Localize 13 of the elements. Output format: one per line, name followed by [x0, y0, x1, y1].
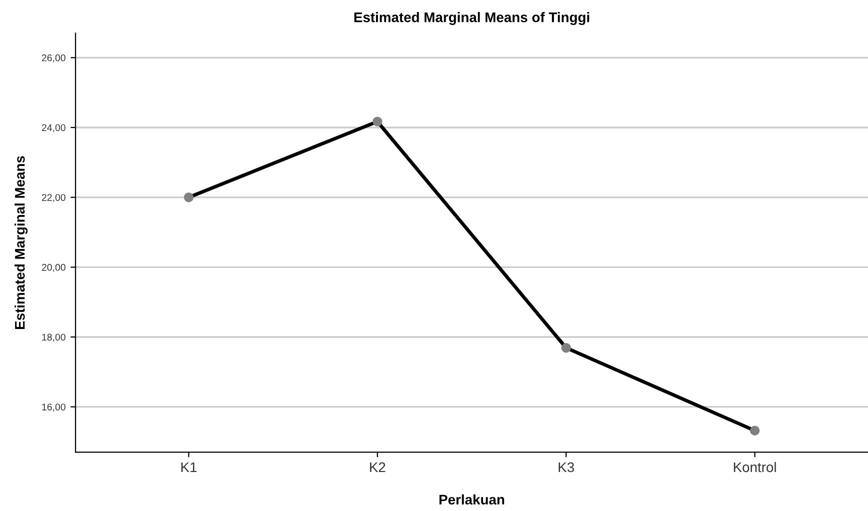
y-tick-label: 26,00	[42, 54, 66, 62]
x-tick-label: K1	[181, 462, 197, 472]
x-tick-label: K3	[558, 462, 574, 472]
x-tick-label: Kontrol	[734, 462, 776, 472]
y-tick-label: 18,00	[42, 334, 66, 342]
y-tick-label: 22,00	[42, 194, 66, 202]
y-tick-label: 24,00	[42, 124, 66, 132]
x-tick-label: K2	[370, 462, 386, 472]
x-axis-title: Perlakuan	[439, 494, 504, 505]
y-tick-label: 20,00	[42, 264, 66, 272]
chart-title: Estimated Marginal Means of Tinggi	[354, 12, 590, 26]
y-axis-title: Estimated Marginal Means	[14, 156, 28, 330]
y-tick-label: 16,00	[42, 404, 66, 412]
